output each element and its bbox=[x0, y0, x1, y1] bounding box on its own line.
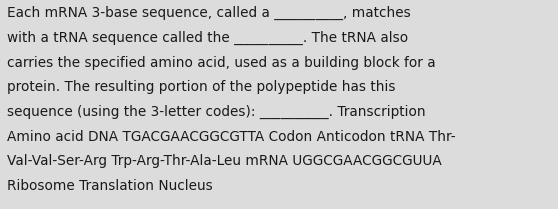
Text: Amino acid DNA TGACGAACGGCGTTA Codon Anticodon tRNA Thr-: Amino acid DNA TGACGAACGGCGTTA Codon Ant… bbox=[7, 130, 456, 144]
Text: Ribosome Translation Nucleus: Ribosome Translation Nucleus bbox=[7, 179, 213, 193]
Text: Each mRNA 3-base sequence, called a __________, matches: Each mRNA 3-base sequence, called a ____… bbox=[7, 6, 411, 20]
Text: Val-Val-Ser-Arg Trp-Arg-Thr-Ala-Leu mRNA UGGCGAACGGCGUUA: Val-Val-Ser-Arg Trp-Arg-Thr-Ala-Leu mRNA… bbox=[7, 154, 442, 168]
Text: with a tRNA sequence called the __________. The tRNA also: with a tRNA sequence called the ________… bbox=[7, 31, 408, 45]
Text: protein. The resulting portion of the polypeptide has this: protein. The resulting portion of the po… bbox=[7, 80, 396, 94]
Text: sequence (using the 3-letter codes): __________. Transcription: sequence (using the 3-letter codes): ___… bbox=[7, 105, 426, 119]
Text: carries the specified amino acid, used as a building block for a: carries the specified amino acid, used a… bbox=[7, 56, 436, 70]
